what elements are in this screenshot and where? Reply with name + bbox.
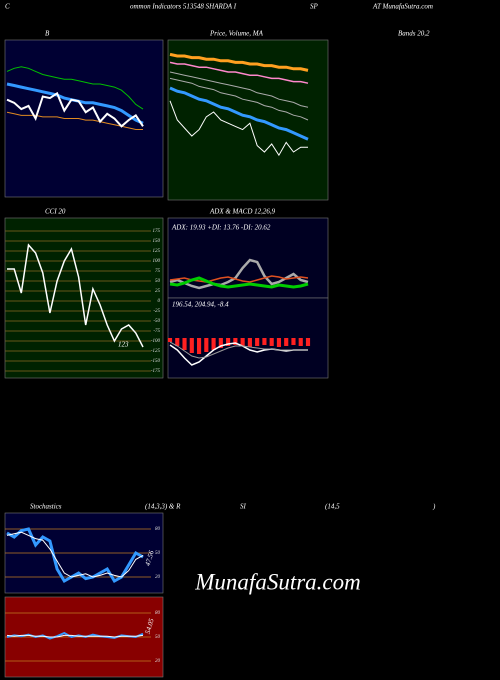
y-tick-label: 80 <box>155 611 161 616</box>
bar <box>167 338 173 342</box>
bar <box>189 338 194 353</box>
y-tick-label: -50 <box>153 319 160 324</box>
panel <box>4 217 164 379</box>
annotation: 123 <box>118 341 129 349</box>
bar <box>233 338 238 345</box>
y-tick-label: 0 <box>158 299 161 304</box>
y-tick-label: 175 <box>153 229 161 234</box>
series-line <box>169 276 309 289</box>
series-line <box>6 634 144 638</box>
y-tick-label: -175 <box>151 369 161 374</box>
series-line <box>169 52 309 72</box>
bar <box>218 338 223 348</box>
y-tick-label: -75 <box>153 329 160 334</box>
bar <box>269 338 274 346</box>
bar <box>305 338 311 346</box>
y-tick-label: -25 <box>153 309 160 314</box>
bar <box>247 338 252 347</box>
panel-title: CCI 20 <box>45 208 66 216</box>
annotation: 196.54, 204.94, -8.4 <box>172 301 229 309</box>
series-line <box>169 341 308 359</box>
series-line <box>6 91 144 128</box>
header-text: ommon Indicators 513548 SHARDA I <box>130 3 237 11</box>
bar <box>211 338 216 350</box>
y-tick-label: -125 <box>151 349 161 354</box>
series-line <box>169 61 309 84</box>
bar <box>291 338 296 345</box>
watermark: MunafaSutra.com <box>194 569 360 594</box>
annotation: ADX: 19.93 +DI: 13.76 -DI: 20.62 <box>171 224 271 232</box>
annotation: 54.05 <box>144 617 156 635</box>
bar <box>262 338 267 345</box>
y-tick-label: 75 <box>155 269 161 274</box>
panel-title: ) <box>432 503 436 511</box>
panel-title: Stochastics <box>30 503 62 511</box>
panel-title: Bands 20,2 <box>398 30 430 38</box>
panel <box>4 39 164 198</box>
y-tick-label: 150 <box>153 239 161 244</box>
bar <box>204 338 209 352</box>
series-line <box>6 66 144 110</box>
y-tick-label: 25 <box>155 289 161 294</box>
y-tick-label: -100 <box>151 339 161 344</box>
annotation: 47.56 <box>144 549 156 567</box>
panel-title: B <box>45 30 50 38</box>
header-text: AT MunafaSutra.com <box>372 3 433 11</box>
panel-title: ADX & MACD 12,26,9 <box>209 208 276 216</box>
panel-title: (14,5 <box>325 503 340 511</box>
series-line <box>169 86 309 141</box>
y-tick-label: 20 <box>155 575 161 580</box>
bar <box>240 338 245 346</box>
y-tick-label: 50 <box>155 279 161 284</box>
y-tick-label: 20 <box>155 659 161 664</box>
bar <box>226 338 231 346</box>
series-line <box>169 100 308 157</box>
bar <box>298 338 303 346</box>
y-tick-label: 80 <box>155 527 161 532</box>
y-tick-label: 125 <box>153 249 161 254</box>
header-text: SP <box>310 3 319 11</box>
series-line <box>6 531 144 578</box>
y-tick-label: 50 <box>155 551 161 556</box>
panel-title: (14,3,3) & R <box>145 503 181 511</box>
bar <box>182 338 187 350</box>
series-line <box>6 527 144 584</box>
y-tick-label: 50 <box>155 635 161 640</box>
y-tick-label: 100 <box>153 259 161 264</box>
bar <box>255 338 260 346</box>
series-line <box>7 243 144 348</box>
series-line <box>169 71 309 108</box>
y-tick-label: -150 <box>151 359 161 364</box>
bar <box>284 338 289 346</box>
series-line <box>169 77 309 121</box>
bar <box>175 338 180 346</box>
panel-title: SI <box>240 503 247 511</box>
panel-title: Price, Volume, MA <box>209 30 264 38</box>
bar <box>196 338 202 354</box>
series-line <box>169 342 308 366</box>
header-text: C <box>5 3 10 11</box>
bar <box>276 338 282 347</box>
